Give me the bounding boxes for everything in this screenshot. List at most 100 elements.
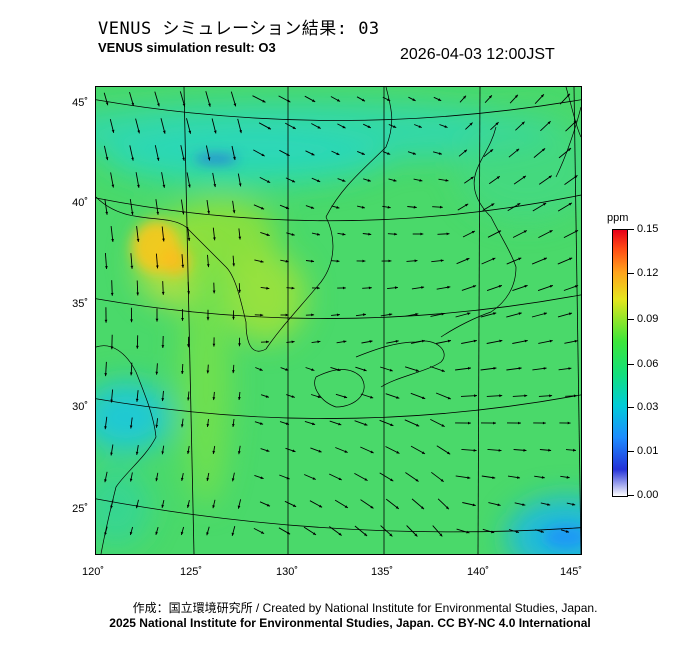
wind-arrow-head xyxy=(232,316,235,320)
wind-arrow-head xyxy=(336,206,340,209)
wind-arrow-head xyxy=(137,184,140,188)
wind-arrow-head xyxy=(266,233,270,236)
colorbar-tick xyxy=(628,273,634,274)
ozone-map xyxy=(95,86,582,555)
wind-arrow-head xyxy=(291,340,295,344)
wind-arrow-head xyxy=(188,184,191,188)
wind-arrow-head xyxy=(416,423,420,427)
wind-arrow-head xyxy=(567,148,571,151)
wind-arrow-head xyxy=(573,394,577,398)
wind-arrow-head xyxy=(438,98,442,101)
wind-arrow-head xyxy=(292,126,296,129)
wind-arrow-head xyxy=(540,94,544,98)
wind-arrow-head xyxy=(260,531,265,534)
wind-arrow-head xyxy=(370,450,374,454)
wind-arrow-head xyxy=(468,421,471,425)
wind-arrow-head xyxy=(286,531,291,535)
wind-arrow-head xyxy=(522,175,526,179)
wind-arrow-head xyxy=(187,291,190,295)
wind-arrow-head xyxy=(266,449,270,452)
wind-arrow-head xyxy=(238,289,241,293)
wind-arrow-head xyxy=(212,397,216,401)
wind-arrow-head xyxy=(492,257,496,261)
wind-arrow-head xyxy=(212,290,216,294)
wind-arrow-head xyxy=(156,157,160,161)
wind-arrow-head xyxy=(155,531,158,535)
wind-arrow-head xyxy=(569,257,573,261)
wind-arrow-head xyxy=(565,530,569,533)
wind-arrow-head xyxy=(155,478,159,482)
wind-arrow-head xyxy=(440,478,444,482)
wind-arrow-head xyxy=(414,259,418,263)
colorbar-unit: ppm xyxy=(607,212,629,224)
wind-arrow-head xyxy=(206,532,209,536)
wind-arrow-head xyxy=(129,372,133,376)
wind-arrow-head xyxy=(104,426,107,430)
wind-arrow-head xyxy=(292,449,296,453)
wind-arrow-head xyxy=(181,371,184,374)
concentration-field xyxy=(96,87,581,554)
wind-arrow-head xyxy=(156,265,159,269)
lat-label-30: 30˚ xyxy=(72,401,88,413)
wind-arrow-head xyxy=(343,340,347,343)
wind-arrow-head xyxy=(418,125,422,128)
wind-arrow-head xyxy=(548,175,552,179)
wind-arrow-head xyxy=(574,230,579,233)
wind-arrow-head xyxy=(568,202,572,206)
wind-arrow-head xyxy=(567,421,571,425)
wind-arrow-head xyxy=(104,479,107,483)
wind-arrow-head xyxy=(543,312,547,316)
wind-arrow-head xyxy=(262,99,266,103)
wind-arrow-head xyxy=(549,285,553,288)
wind-arrow-head xyxy=(574,285,579,288)
wind-arrow-head xyxy=(572,503,576,506)
wind-arrow-head xyxy=(238,343,241,347)
wind-arrow-head xyxy=(232,263,236,267)
wind-arrow-head xyxy=(213,130,217,134)
wind-arrow-head xyxy=(259,422,264,425)
wind-arrow-head xyxy=(212,343,216,347)
wind-arrow-head xyxy=(420,506,424,510)
wind-arrow-head xyxy=(260,206,265,210)
wind-arrow-head xyxy=(415,478,419,482)
wind-arrow-head xyxy=(496,176,500,180)
wind-arrow-head xyxy=(343,395,348,399)
wind-arrow-head xyxy=(387,98,391,101)
wind-arrow-head xyxy=(523,448,527,452)
colorbar-label: 0.01 xyxy=(637,445,659,457)
wind-arrow-head xyxy=(541,476,545,479)
wind-arrow-head xyxy=(447,339,451,343)
wind-arrow-head xyxy=(543,257,547,261)
wind-arrow-head xyxy=(260,313,264,317)
wind-arrow-head xyxy=(491,530,495,534)
wind-arrow-head xyxy=(441,424,445,427)
wind-arrow-head xyxy=(493,421,496,425)
wind-arrow-head xyxy=(523,230,527,233)
wind-arrow-head xyxy=(267,180,271,183)
wind-arrow-head xyxy=(285,313,289,317)
wind-arrow-head xyxy=(312,477,316,480)
wind-arrow-head xyxy=(498,285,502,288)
wind-arrow-head xyxy=(285,259,289,263)
wind-arrow-head xyxy=(515,530,519,533)
wind-arrow-head xyxy=(155,371,159,375)
wind-arrow-head xyxy=(389,313,393,316)
colorbar-label: 0.06 xyxy=(637,358,659,370)
wind-arrow-head xyxy=(136,238,140,242)
wind-arrow-head xyxy=(110,452,113,456)
wind-arrow-head xyxy=(212,505,215,509)
wind-arrow-head xyxy=(317,125,321,129)
wind-arrow-head xyxy=(472,503,476,507)
wind-arrow-head xyxy=(291,286,295,290)
wind-arrow-head xyxy=(206,264,210,268)
wind-arrow-head xyxy=(492,476,496,479)
wind-arrow-head xyxy=(573,448,576,452)
wind-arrow-head xyxy=(104,319,108,323)
wind-arrow-head xyxy=(387,152,391,155)
wind-arrow-head xyxy=(393,179,397,182)
wind-arrow-head xyxy=(285,206,289,209)
wind-arrow-head xyxy=(208,103,211,107)
wind-arrow-head xyxy=(497,230,501,234)
wind-arrow-head xyxy=(318,504,323,508)
wind-arrow-head xyxy=(497,503,501,507)
